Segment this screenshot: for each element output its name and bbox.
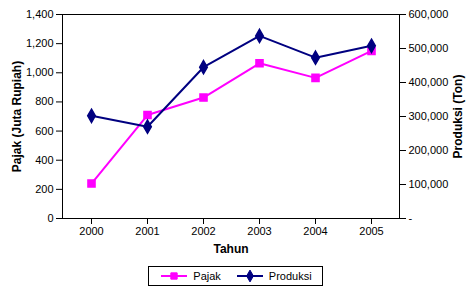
svg-text:1,200: 1,200 (26, 37, 54, 49)
svg-text:600: 600 (35, 125, 53, 137)
svg-text:-: - (409, 212, 413, 224)
svg-text:200: 200 (35, 183, 53, 195)
svg-text:600,000: 600,000 (409, 8, 449, 20)
svg-text:1,400: 1,400 (26, 8, 54, 20)
svg-text:2003: 2003 (247, 225, 271, 237)
svg-text:Produksi (Ton): Produksi (Ton) (451, 75, 465, 159)
svg-text:300,000: 300,000 (409, 110, 449, 122)
svg-text:1,000: 1,000 (26, 66, 54, 78)
html-text:Produksi: Produksi (268, 270, 312, 282)
svg-text:Pajak (Juta Rupiah): Pajak (Juta Rupiah) (10, 61, 24, 172)
svg-text:400: 400 (35, 154, 53, 166)
html-text:Pajak: Pajak (193, 270, 221, 282)
svg-text:Tahun: Tahun (213, 242, 248, 256)
svg-text:800: 800 (35, 95, 53, 107)
svg-text:100,000: 100,000 (409, 178, 449, 190)
svg-text:2005: 2005 (359, 225, 383, 237)
svg-text:2000: 2000 (79, 225, 103, 237)
svg-text:2004: 2004 (303, 225, 327, 237)
svg-text:500,000: 500,000 (409, 42, 449, 54)
svg-text:2002: 2002 (191, 225, 215, 237)
svg-text:2001: 2001 (135, 225, 159, 237)
svg-text:400,000: 400,000 (409, 76, 449, 88)
svg-text:0: 0 (47, 212, 53, 224)
svg-text:200,000: 200,000 (409, 144, 449, 156)
